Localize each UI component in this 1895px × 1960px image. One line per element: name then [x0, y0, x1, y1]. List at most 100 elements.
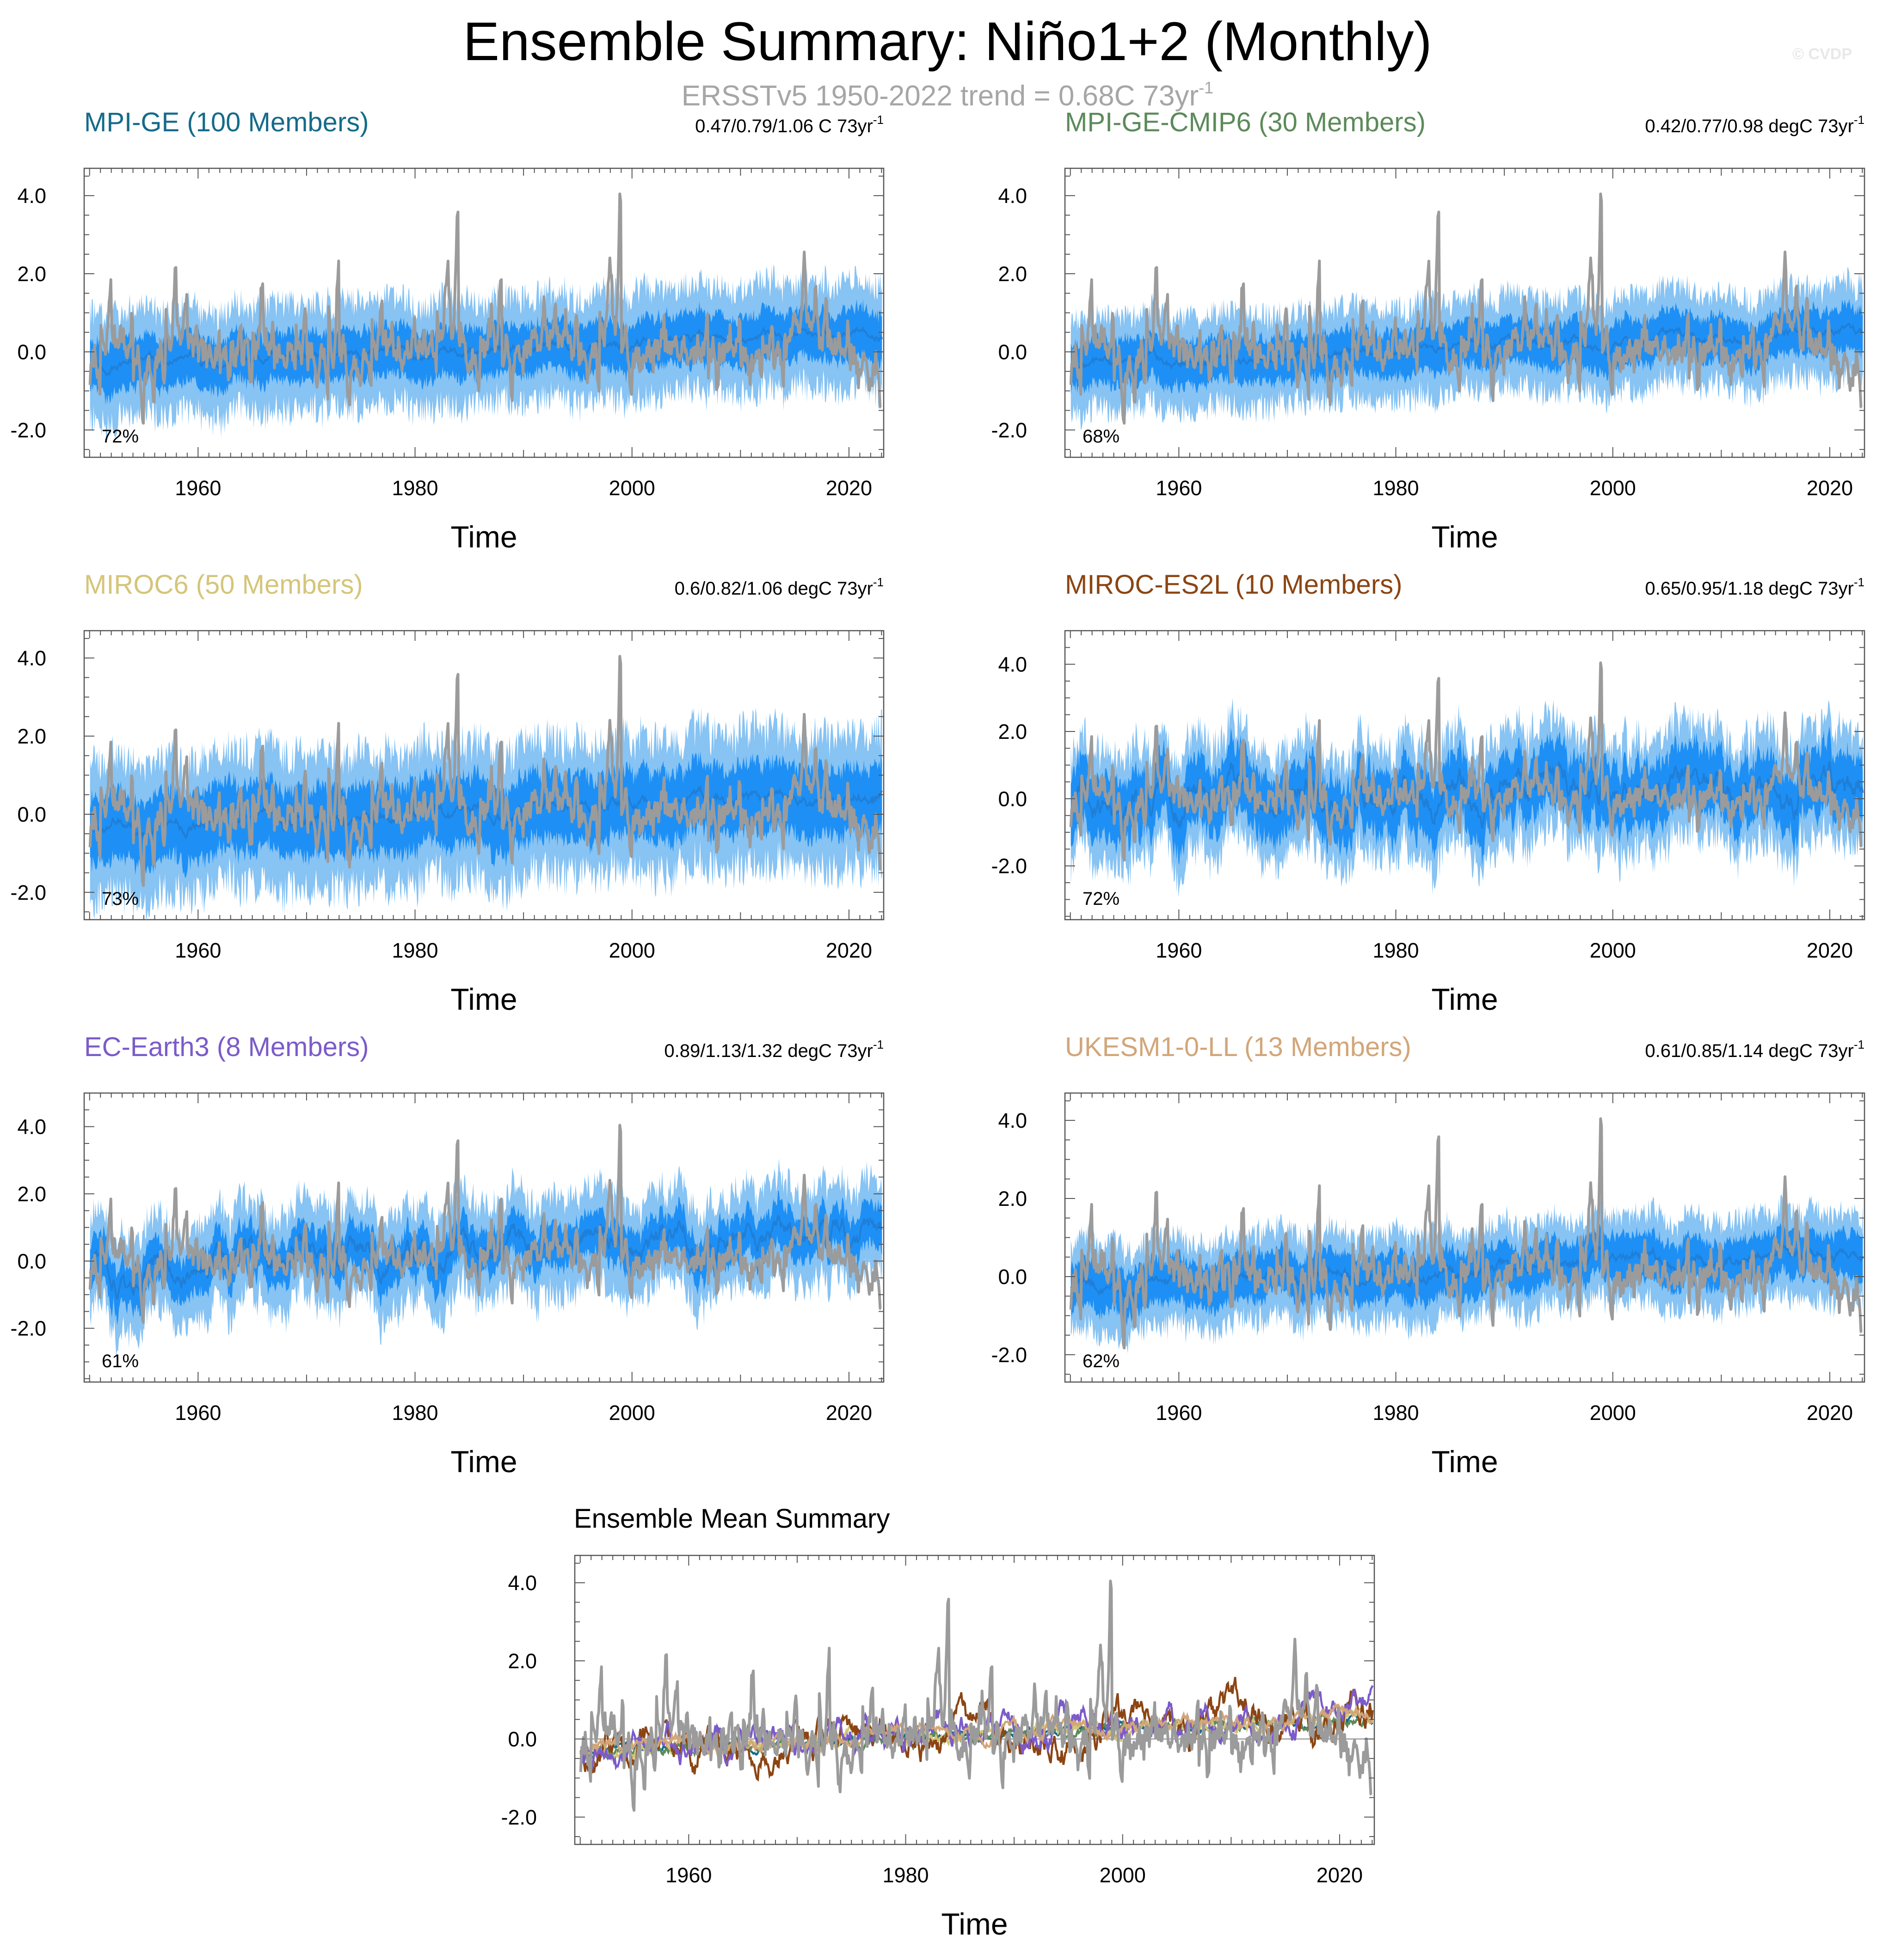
panel-ec-earth3: EC-Earth3 (8 Members) 0.89/1.13/1.32 degC…: [10, 1032, 885, 1479]
x-axis-label: Time: [450, 520, 517, 554]
observed-line: [88, 655, 882, 887]
y-tick-label: -2.0: [10, 1317, 46, 1340]
panel-trend: 0.47/0.79/1.06 C 73yr-1: [695, 113, 884, 136]
x-tick-label: 2020: [1807, 939, 1853, 962]
subtitle-text: ERSSTv5 1950-2022 trend = 0.68C 73yr: [682, 80, 1199, 112]
observed-line: [88, 1124, 882, 1324]
y-tick-label: 4.0: [508, 1571, 537, 1595]
y-tick-label: 2.0: [998, 1187, 1027, 1210]
y-tick-label: 2.0: [17, 1182, 46, 1206]
trend-text: 0.61/0.85/1.14 degC 73yr: [1645, 1041, 1853, 1061]
x-axis-label: Time: [1431, 520, 1498, 554]
plot-frame: [574, 1554, 1375, 1845]
x-tick-label: 1960: [1156, 939, 1202, 962]
trend-text: 0.47/0.79/1.06 C 73yr: [695, 116, 873, 136]
x-tick-label: 2020: [826, 476, 872, 500]
trend-text: 0.42/0.77/0.98 degC 73yr: [1645, 116, 1853, 136]
panel-title: UKESM1-0-LL (13 Members): [1065, 1032, 1411, 1062]
y-tick-label: 2.0: [998, 262, 1027, 286]
watermark: © CVDP: [1792, 45, 1852, 63]
plot-area: [88, 655, 883, 920]
panel-ensemble-mean-summary: Ensemble Mean Summary 1960 1980 2000 2020 4.0…: [501, 1504, 1375, 1941]
y-tick-label: 4.0: [998, 184, 1027, 208]
panel-title: EC-Earth3 (8 Members): [84, 1032, 369, 1062]
plot-area: [1069, 192, 1864, 430]
y-tick-label: -2.0: [991, 1343, 1027, 1367]
y-tick-label: -2.0: [991, 418, 1027, 442]
y-tick-label: 0.0: [17, 1249, 46, 1273]
trend-superscript: -1: [873, 575, 884, 589]
percent-label: 72%: [1083, 889, 1120, 909]
trend-superscript: -1: [873, 1038, 884, 1051]
plot-area: [88, 192, 883, 442]
figure-subtitle: ERSSTv5 1950-2022 trend = 0.68C 73yr-1: [682, 78, 1213, 112]
y-tick-label: 4.0: [17, 1115, 46, 1139]
x-tick-label: 1960: [175, 476, 221, 500]
percent-label: 62%: [1083, 1351, 1120, 1371]
observed-line: [1069, 661, 1863, 862]
plot-area: [1065, 661, 1864, 897]
y-tick-label: 0.0: [17, 803, 46, 826]
figure-title: Ensemble Summary: Niño1+2 (Monthly): [463, 11, 1432, 72]
panel-title: MIROC-ES2L (10 Members): [1065, 570, 1402, 600]
x-tick-label: 2000: [609, 939, 655, 962]
trend-superscript: -1: [873, 113, 884, 127]
x-tick-label: 1980: [392, 476, 438, 500]
y-tick-label: 4.0: [998, 653, 1027, 676]
panel-ukesm1-0-ll: UKESM1-0-LL (13 Members) 0.61/0.85/1.14 d…: [991, 1032, 1865, 1479]
trend-text: 0.89/1.13/1.32 degC 73yr: [664, 1041, 873, 1061]
subtitle-superscript: -1: [1199, 78, 1213, 97]
panel-title: Ensemble Mean Summary: [574, 1504, 890, 1534]
x-tick-label: 1980: [392, 1401, 438, 1425]
x-tick-label: 1960: [665, 1863, 712, 1887]
trend-superscript: -1: [1854, 1038, 1864, 1051]
observed-line: [1069, 192, 1863, 425]
panel-trend: 0.65/0.95/1.18 degC 73yr-1: [1645, 575, 1864, 599]
observed-line: [1069, 1117, 1863, 1350]
trend-text: 0.65/0.95/1.18 degC 73yr: [1645, 578, 1853, 599]
x-tick-label: 2000: [609, 476, 655, 500]
y-tick-label: 2.0: [998, 720, 1027, 743]
y-tick-label: -2.0: [10, 418, 46, 442]
panel-trend: 0.6/0.82/1.06 degC 73yr-1: [675, 575, 884, 599]
x-tick-label: 2020: [1317, 1863, 1363, 1887]
x-tick-label: 1960: [1156, 476, 1202, 500]
panel-title: MIROC6 (50 Members): [84, 570, 363, 600]
x-axis-label: Time: [450, 1444, 517, 1479]
x-axis-label: Time: [941, 1907, 1008, 1941]
panel-trend: 0.89/1.13/1.32 degC 73yr-1: [664, 1038, 884, 1061]
x-tick-label: 1980: [882, 1863, 929, 1887]
x-tick-label: 2000: [609, 1401, 655, 1425]
panel-trend: 0.42/0.77/0.98 degC 73yr-1: [1645, 113, 1864, 136]
panel-title: MPI-GE-CMIP6 (30 Members): [1065, 107, 1426, 137]
y-tick-label: 4.0: [17, 646, 46, 670]
x-axis-label: Time: [450, 982, 517, 1016]
panel-miroc6: MIROC6 (50 Members) 0.6/0.82/1.06 degC 73…: [10, 570, 885, 1016]
percent-label: 68%: [1083, 426, 1120, 447]
x-tick-label: 1980: [1372, 476, 1419, 500]
y-tick-label: 0.0: [998, 340, 1027, 364]
panel-mpi-ge: MPI-GE (100 Members) 0.47/0.79/1.06 C 73y…: [10, 107, 885, 554]
x-tick-label: 2020: [826, 939, 872, 962]
observed-line: [88, 192, 882, 425]
y-tick-label: 2.0: [17, 725, 46, 748]
y-tick-label: -2.0: [991, 854, 1027, 878]
plot-area: [1065, 1117, 1864, 1354]
percent-label: 72%: [102, 426, 139, 447]
y-tick-label: 2.0: [17, 262, 46, 286]
x-tick-label: 1960: [175, 939, 221, 962]
plot-area: [84, 1124, 884, 1357]
y-tick-label: -2.0: [501, 1806, 537, 1829]
trend-superscript: -1: [1854, 113, 1864, 127]
x-tick-label: 1980: [1372, 1401, 1419, 1425]
panel-title: MPI-GE (100 Members): [84, 107, 369, 137]
panel-miroc-es2l: MIROC-ES2L (10 Members) 0.65/0.95/1.18 de…: [991, 570, 1865, 1016]
x-axis-label: Time: [1431, 1444, 1498, 1479]
y-tick-label: 0.0: [508, 1727, 537, 1751]
plot-area: [575, 1579, 1374, 1812]
panel-mpi-ge-cmip6: MPI-GE-CMIP6 (30 Members) 0.42/0.77/0.98 …: [991, 107, 1865, 554]
y-tick-label: 4.0: [17, 184, 46, 208]
y-tick-label: 0.0: [998, 787, 1027, 811]
x-tick-label: 1980: [392, 939, 438, 962]
y-tick-label: 4.0: [998, 1109, 1027, 1132]
